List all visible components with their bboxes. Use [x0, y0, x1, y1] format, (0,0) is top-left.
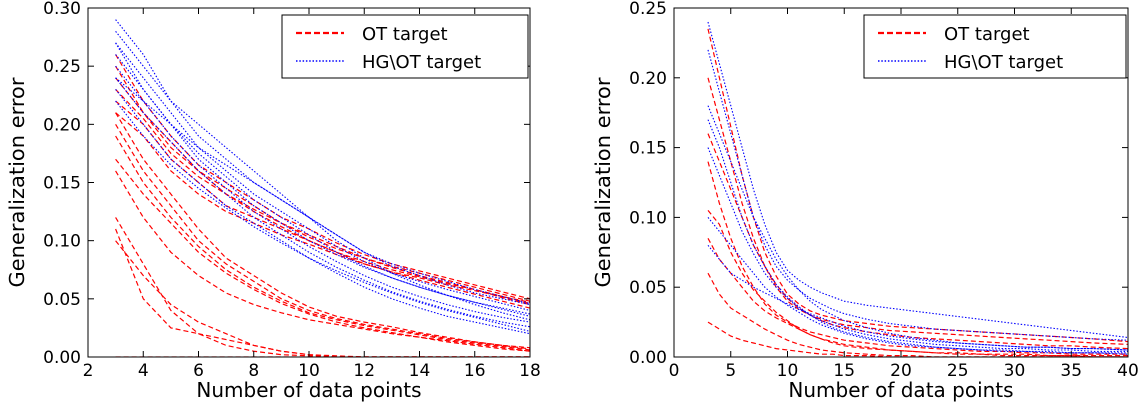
legend-label: HG\OT target — [944, 52, 1063, 73]
x-tick-label: 10 — [777, 361, 799, 381]
y-tick-label: 0.25 — [43, 57, 81, 77]
hg-ot-target-line-17 — [115, 77, 530, 305]
x-tick-label: 6 — [193, 361, 204, 381]
x-tick-label: 35 — [1060, 361, 1082, 381]
ot-target-line-10 — [115, 170, 530, 352]
x-tick-label: 4 — [138, 361, 149, 381]
hg-ot-target-line-11 — [707, 119, 1128, 354]
ot-target-line-7 — [115, 112, 530, 350]
x-tick-label: 0 — [669, 361, 680, 381]
x-tick-label: 15 — [833, 361, 855, 381]
ot-target-line-2 — [707, 210, 1128, 357]
x-tick-label: 2 — [83, 361, 94, 381]
series-group — [115, 19, 530, 357]
ot-target-line-1 — [115, 77, 530, 302]
hg-ot-target-line-18 — [115, 54, 530, 315]
chart-left: 2 4 6 8 10 12 14 16 18 0.00 0.05 0.10 0.15 0.20 0.25 0.… — [5, 0, 541, 402]
hg-ot-target-line-23 — [115, 100, 530, 332]
y-tick-label: 0.10 — [629, 208, 667, 228]
ot-target-line-4 — [707, 272, 1128, 357]
ot-target-line-5 — [707, 321, 1128, 357]
x-tick-label: 18 — [519, 361, 541, 381]
hg-ot-target-line-24 — [115, 42, 530, 317]
hg-ot-target-line-10 — [707, 105, 1128, 351]
y-tick-label: 0.10 — [43, 232, 81, 252]
y-axis-label: Generalization error — [5, 77, 29, 288]
ot-target-line-1 — [707, 133, 1128, 350]
hg-ot-target-line-21 — [115, 89, 530, 335]
ot-target-line-5 — [115, 112, 530, 309]
legend: OT target HG\OT target — [281, 14, 529, 79]
hg-ot-target-line-19 — [115, 65, 530, 323]
legend-box — [863, 14, 1127, 79]
chart-right: 0 5 10 15 20 25 30 35 40 0.00 0.05 0.10 0.15 0.20 0.25… — [591, 0, 1139, 402]
x-tick-label: 30 — [1004, 361, 1026, 381]
y-tick-label: 0.15 — [43, 174, 81, 194]
ot-target-line-7 — [707, 77, 1128, 345]
ot-target-line-8 — [115, 135, 530, 351]
x-tick-label: 14 — [409, 361, 431, 381]
legend: OT target HG\OT target — [863, 14, 1127, 79]
y-tick-label: 0.00 — [629, 348, 667, 368]
x-tick-label: 25 — [947, 361, 969, 381]
ot-target-line-0 — [115, 100, 530, 303]
hg-ot-target-line-12 — [707, 147, 1128, 352]
series-group — [707, 21, 1128, 357]
hg-ot-target-line-8 — [707, 21, 1128, 339]
ot-target-line-12 — [115, 240, 530, 357]
hg-ot-target-line-16 — [115, 42, 530, 312]
hg-ot-target-line-20 — [115, 30, 530, 321]
legend-box — [281, 14, 529, 79]
y-axis-label: Generalization error — [591, 77, 615, 288]
ot-target-line-13 — [115, 228, 530, 357]
hg-ot-target-line-14 — [707, 244, 1128, 351]
ot-target-line-6 — [707, 161, 1128, 355]
legend-label: HG\OT target — [362, 52, 481, 73]
x-tick-label: 16 — [464, 361, 486, 381]
y-tick-label: 0.30 — [43, 0, 81, 19]
x-tick-label: 10 — [298, 361, 320, 381]
hg-ot-target-line-13 — [707, 217, 1128, 355]
ot-target-line-3 — [707, 238, 1128, 357]
x-axis-label: Number of data points — [788, 378, 1013, 402]
legend-label: OT target — [362, 24, 448, 45]
x-tick-label: 8 — [248, 361, 259, 381]
hg-ot-target-line-22 — [115, 77, 530, 328]
y-tick-label: 0.00 — [43, 348, 81, 368]
y-tick-label: 0.20 — [43, 115, 81, 135]
legend-label: OT target — [944, 24, 1030, 45]
y-tick-label: 0.25 — [629, 0, 667, 19]
x-tick-label: 12 — [353, 361, 375, 381]
ot-target-line-2 — [115, 54, 530, 300]
x-axis-label: Number of data points — [196, 378, 421, 402]
x-tick-label: 40 — [1117, 361, 1139, 381]
y-tick-label: 0.05 — [629, 278, 667, 298]
x-tick-label: 5 — [725, 361, 736, 381]
x-tick-label: 20 — [890, 361, 912, 381]
ot-target-line-6 — [115, 123, 530, 349]
hg-ot-target-line-9 — [707, 49, 1128, 341]
ot-target-line-9 — [115, 158, 530, 352]
y-tick-label: 0.20 — [629, 69, 667, 89]
y-tick-label: 0.15 — [629, 139, 667, 159]
y-tick-label: 0.05 — [43, 290, 81, 310]
ot-target-line-4 — [115, 65, 530, 306]
